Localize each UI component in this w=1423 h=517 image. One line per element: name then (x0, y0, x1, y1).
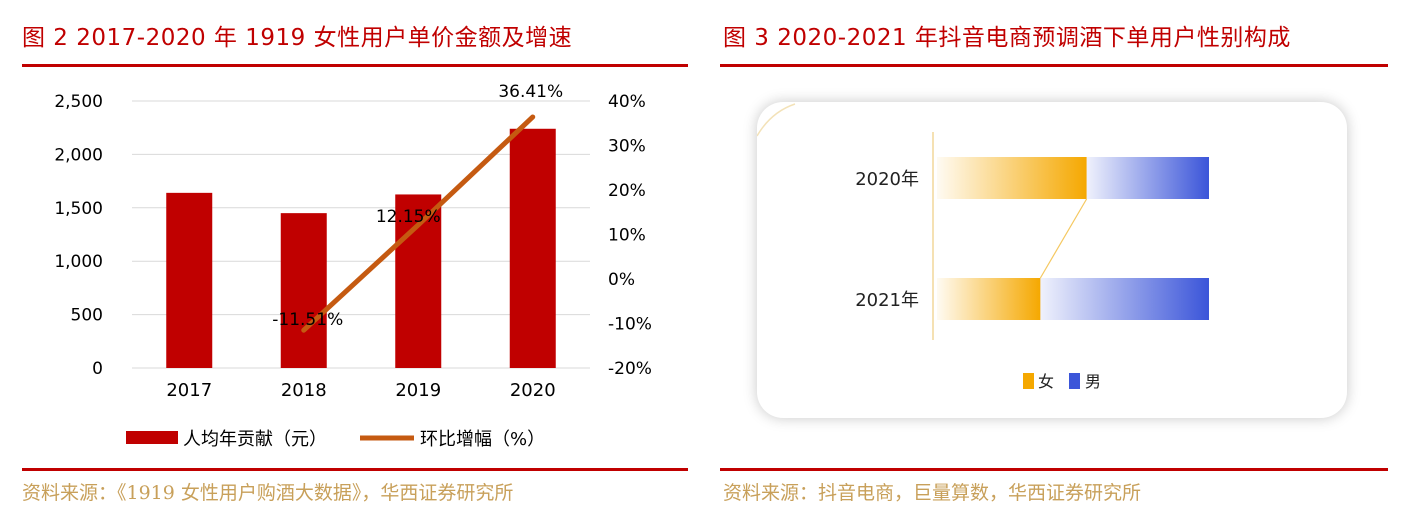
legend-female-swatch (1023, 373, 1034, 389)
growth-line (301, 114, 536, 333)
legend-line-label: 环比增幅（%） (420, 429, 545, 450)
right-chart-card: 2020年 2021年女 男 (757, 102, 1347, 418)
bar-male-2020年 (1086, 157, 1209, 199)
left-axis-tick-label: 2,500 (54, 92, 103, 112)
decorative-arc (757, 103, 796, 137)
bar-2020 (509, 128, 556, 368)
category-label: 2021年 (855, 290, 919, 311)
category-label: 2017 (166, 380, 212, 401)
right-source-note: 资料来源：抖音电商，巨量算数，华西证券研究所 (723, 482, 1142, 504)
legend-bar-swatch (126, 431, 178, 444)
right-axis-tick-label: 40% (608, 92, 646, 112)
category-label: 2020年 (855, 169, 919, 190)
right-axis-tick-label: 20% (608, 181, 646, 201)
right-axis-tick-label: 30% (608, 137, 646, 157)
left-axis-tick-label: 0 (92, 359, 103, 379)
right-panel: 图 3 2020-2021 年抖音电商预调酒下单用户性别构成 2020年 2021… (715, 0, 1423, 517)
right-axis-tick-label: -20% (608, 359, 652, 379)
line-data-label: 12.15% (376, 207, 441, 227)
bar-2018 (280, 213, 327, 368)
left-axis-tick-label: 1,500 (54, 199, 103, 219)
category-label: 2018 (281, 380, 327, 401)
left-figure-title: 图 2 2017-2020 年 1919 女性用户单价金额及增速 (22, 25, 573, 51)
category-label: 2020 (510, 380, 556, 401)
legend-male-label: 男 (1085, 372, 1101, 391)
left-source-rule (22, 468, 688, 471)
right-axis-tick-label: -10% (608, 315, 652, 335)
series-connector (1039, 198, 1088, 279)
left-title-rule (22, 64, 688, 67)
left-axis-tick-label: 500 (71, 306, 103, 326)
bar-female-2021年 (937, 278, 1041, 320)
legend-male-swatch (1069, 373, 1080, 389)
category-label: 2019 (395, 380, 441, 401)
right-axis-tick-label: 0% (608, 270, 635, 290)
legend-female-label: 女 (1038, 372, 1054, 391)
left-axis-tick-label: 2,000 (54, 145, 103, 165)
legend-bar-label: 人均年贡献（元） (183, 429, 327, 450)
left-axis-tick-label: 1,000 (54, 252, 103, 272)
line-data-label: -11.51% (272, 310, 343, 330)
bar-2017 (166, 192, 213, 368)
left-chart: 0 500 1,000 1,500 2,000 2,500 -20% -10% 0% 10% 20%… (54, 82, 652, 450)
left-source-note: 资料来源：《1919 女性用户购酒大数据》，华西证券研究所 (22, 482, 514, 504)
right-source-rule (720, 468, 1388, 471)
right-figure-title: 图 3 2020-2021 年抖音电商预调酒下单用户性别构成 (723, 25, 1291, 51)
right-title-rule (720, 64, 1388, 67)
bar-male-2021年 (1040, 278, 1209, 320)
right-axis-tick-label: 10% (608, 226, 646, 246)
bar-female-2020年 (937, 157, 1087, 199)
left-panel: 图 2 2017-2020 年 1919 女性用户单价金额及增速 0 500 1,0… (0, 0, 700, 517)
line-data-label: 36.41% (498, 82, 563, 102)
